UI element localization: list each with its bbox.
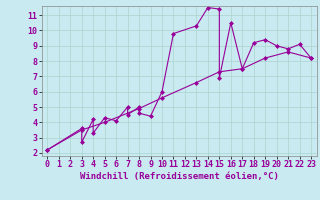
- X-axis label: Windchill (Refroidissement éolien,°C): Windchill (Refroidissement éolien,°C): [80, 172, 279, 181]
